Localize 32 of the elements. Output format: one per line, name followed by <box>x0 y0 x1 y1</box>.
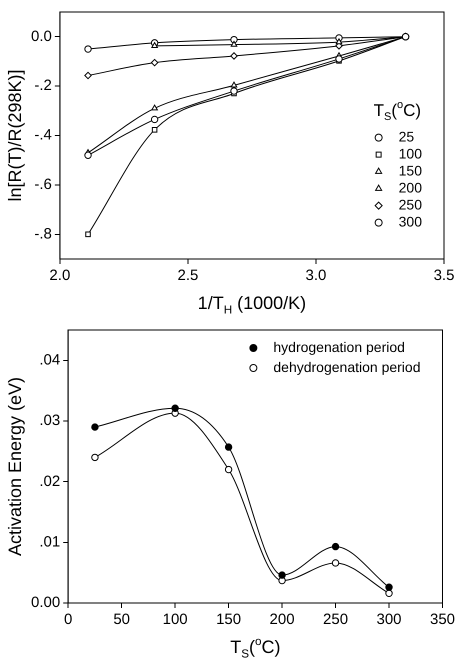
y-axis-title: Activation Energy (eV) <box>4 376 25 556</box>
x-tick-label: 3.0 <box>306 267 326 284</box>
x-tick-label: 200 <box>270 611 295 628</box>
legend-label: 250 <box>398 196 422 212</box>
legend-label: hydrogenation period <box>273 338 405 355</box>
legend-label: 25 <box>398 128 414 144</box>
y-tick-label: 0.0 <box>30 28 52 45</box>
x-tick-label: 2.5 <box>177 267 198 284</box>
legend-label: 300 <box>398 214 422 230</box>
y-tick-label: -.8 <box>34 225 52 242</box>
legend-label: 100 <box>398 146 422 162</box>
y-tick-label: 0.00 <box>30 594 60 612</box>
y-tick-label: .03 <box>39 412 60 430</box>
legend-label: 150 <box>398 162 422 178</box>
y-axis-title: ln[R(T)/R(298K)] <box>4 69 25 202</box>
x-tick-label: 300 <box>376 611 402 628</box>
x-tick-label: 2.0 <box>49 267 70 284</box>
x-tick-label: 250 <box>323 611 348 628</box>
y-tick-label: -.6 <box>34 176 52 194</box>
legend-label: 200 <box>398 180 422 196</box>
y-tick-label: .02 <box>39 472 60 490</box>
x-tick-label: 350 <box>430 611 455 628</box>
x-tick-label: 50 <box>113 611 130 628</box>
y-tick-label: -.4 <box>34 126 52 144</box>
y-tick-label: .01 <box>39 533 60 550</box>
legend-label: dehydrogenation period <box>273 358 420 375</box>
x-tick-label: 100 <box>162 611 188 628</box>
x-tick-label: 0 <box>64 611 72 628</box>
y-tick-label: .04 <box>39 351 60 368</box>
y-tick-label: -.2 <box>34 77 52 94</box>
x-tick-label: 3.5 <box>434 267 454 284</box>
x-tick-label: 150 <box>216 611 242 628</box>
